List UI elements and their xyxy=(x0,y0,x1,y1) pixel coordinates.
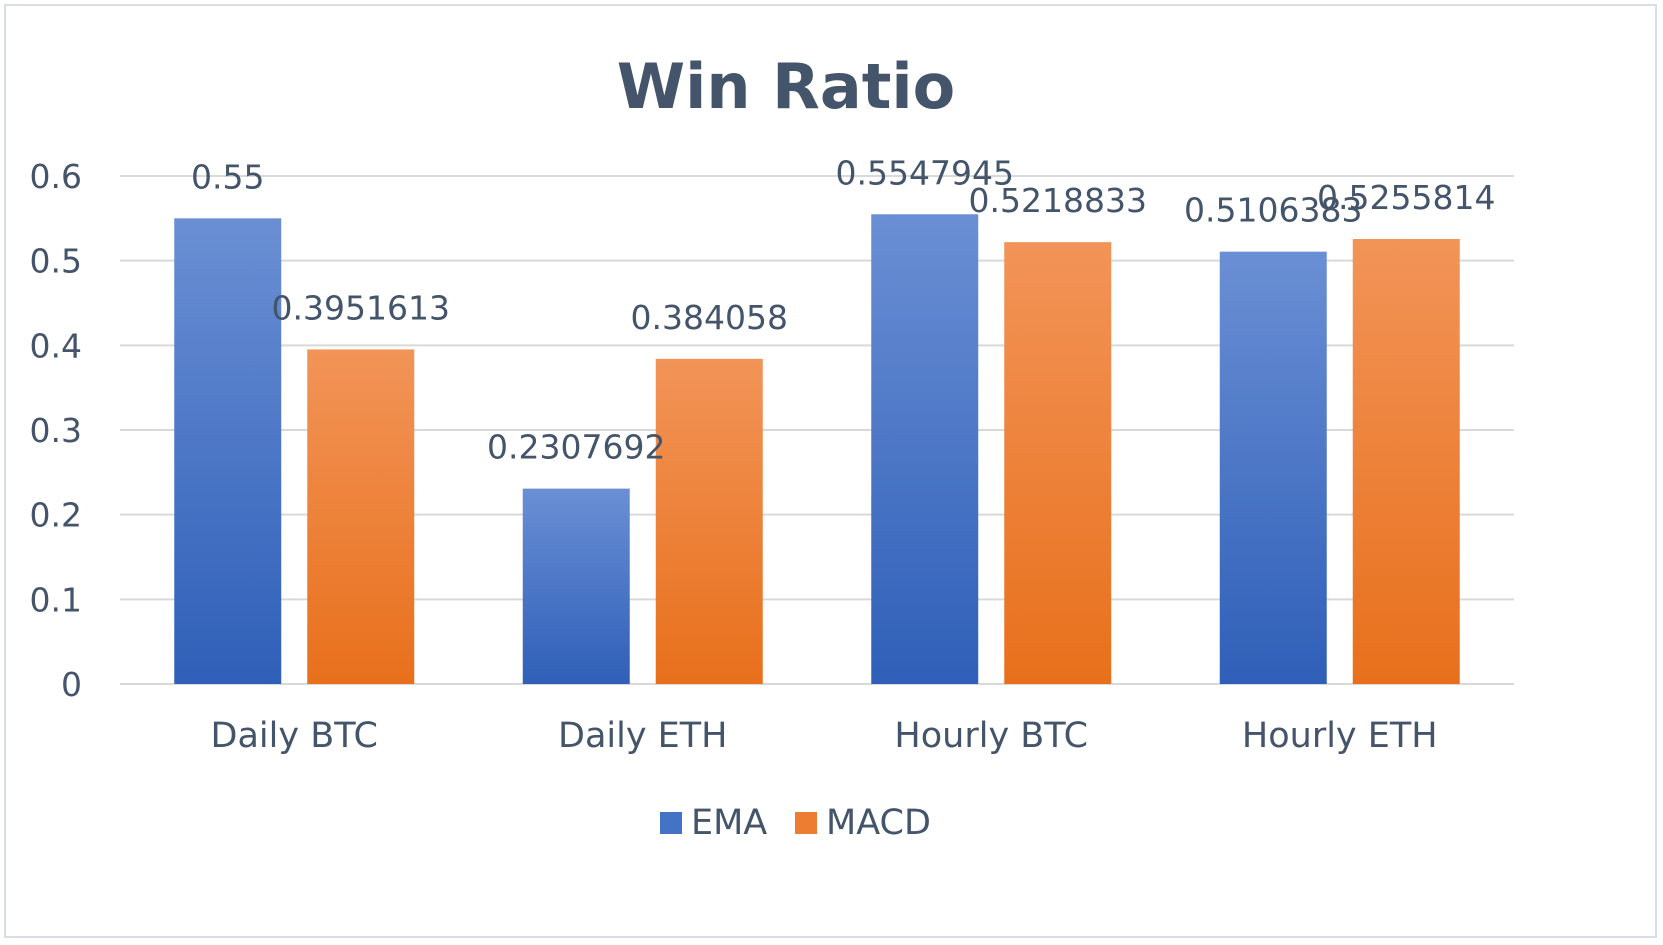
y-tick-label: 0.6 xyxy=(30,157,82,196)
bar-ema-daily-btc xyxy=(174,218,282,685)
legend: EMA MACD xyxy=(660,803,931,843)
category-label: Hourly BTC xyxy=(894,716,1088,756)
bar-macd-hourly-eth xyxy=(1352,239,1460,684)
y-tick-label: 0.5 xyxy=(30,242,82,281)
y-tick-label: 0.3 xyxy=(30,411,82,450)
y-tick-label: 0.2 xyxy=(30,496,82,535)
data-label: 0.5106383 xyxy=(1184,191,1362,230)
bar-macd-daily-btc xyxy=(307,349,415,684)
y-axis-tick-labels: 0 0.1 0.2 0.3 0.4 0.5 0.6 xyxy=(30,157,82,704)
chart-title: Win Ratio xyxy=(617,50,955,123)
category-label: Daily ETH xyxy=(558,716,728,756)
data-label: 0.5218833 xyxy=(969,181,1147,220)
bars xyxy=(174,214,1460,685)
bar-ema-hourly-btc xyxy=(871,214,979,684)
data-label: 0.5547945 xyxy=(836,153,1014,192)
legend-label-macd: MACD xyxy=(826,803,931,843)
legend-label-ema: EMA xyxy=(691,803,767,843)
data-label: 0.384058 xyxy=(631,298,788,337)
bar-ema-daily-eth xyxy=(522,488,630,684)
bar-macd-hourly-btc xyxy=(1004,242,1112,685)
legend-swatch-macd xyxy=(795,812,817,834)
data-label: 0.55 xyxy=(191,157,264,196)
data-label: 0.2307692 xyxy=(487,428,665,467)
bar-macd-daily-eth xyxy=(655,358,763,684)
y-tick-label: 0.4 xyxy=(30,326,82,365)
data-label: 0.3951613 xyxy=(272,288,450,327)
category-label: Daily BTC xyxy=(211,716,378,756)
y-tick-label: 0.1 xyxy=(30,580,82,619)
category-labels: Daily BTC Daily ETH Hourly BTC Hourly ETH xyxy=(211,716,1438,756)
bar-ema-hourly-eth xyxy=(1219,251,1327,684)
data-label: 0.5255814 xyxy=(1317,178,1495,217)
legend-swatch-ema xyxy=(660,812,682,834)
category-label: Hourly ETH xyxy=(1242,716,1438,756)
data-labels: 0.550.39516130.23076920.3840580.55479450… xyxy=(191,153,1495,466)
y-tick-label: 0 xyxy=(61,665,82,704)
chart-frame: Win Ratio 0 0.1 0.2 0.3 0.4 0.5 0.6 0.55 0.3951… xyxy=(4,4,1657,938)
win-ratio-chart: Win Ratio 0 0.1 0.2 0.3 0.4 0.5 0.6 0.55 0.3951… xyxy=(30,50,1514,843)
